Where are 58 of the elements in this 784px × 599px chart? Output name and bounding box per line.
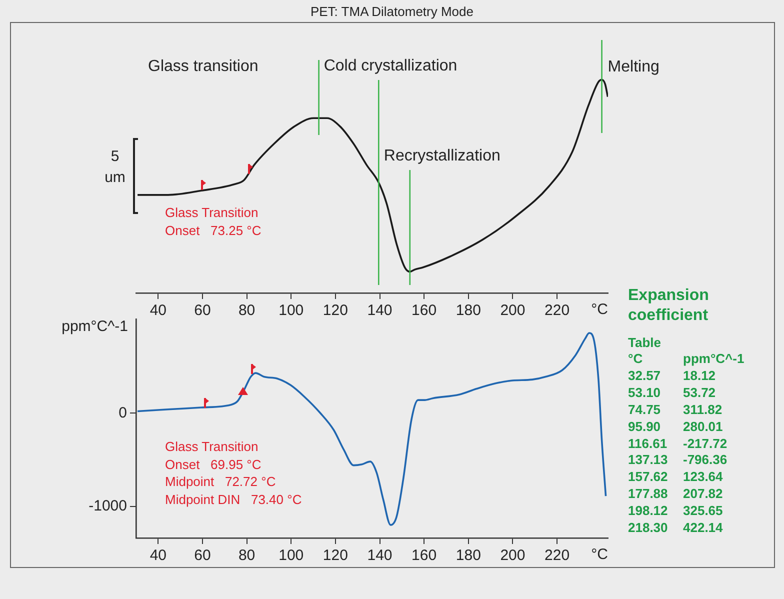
text: Expansion coefficient — [628, 286, 710, 326]
data-label: 422.14 — [683, 520, 724, 537]
x-tick-label: 140 — [367, 547, 392, 564]
x-tick-label: 140 — [367, 302, 392, 320]
text: ppm°C^-1 — [683, 351, 746, 368]
x-tick-label: 100 — [278, 302, 304, 320]
data-label: 53.72 — [683, 384, 717, 402]
data-label: 325.65 — [683, 503, 724, 520]
x-tick-label: 220 — [544, 302, 570, 320]
data-label: -796.36 — [683, 452, 728, 470]
x-axis-title: °C — [591, 546, 608, 564]
text: Glass transition — [148, 57, 258, 77]
line-series — [136, 332, 607, 526]
ref-line-label: Melting — [608, 58, 660, 76]
x-tick-label: 180 — [456, 302, 481, 320]
category-label: 53.10 — [628, 384, 662, 402]
data-label: 123.64 — [683, 469, 724, 486]
y-axis-title: 5 um — [104, 147, 126, 188]
y-axis-title: ppm°C^-1 — [62, 318, 128, 336]
x-tick-label: 40 — [150, 302, 167, 320]
data-label: 18.12 — [683, 368, 717, 385]
annotation: Glass Transition Onset 69.95 °C Midpoint 72.72 °C Midpoint DIN 73.40 °C — [165, 438, 302, 508]
category-label: 137.13 — [628, 452, 669, 470]
y-tick-label: 0 — [118, 404, 127, 422]
text: °C — [628, 351, 644, 368]
text: Table — [628, 334, 662, 351]
category-label: 95.90 — [628, 418, 662, 436]
x-tick-label: 180 — [456, 547, 481, 564]
y-tick-label: -1000 — [88, 497, 127, 514]
category-label: 74.75 — [628, 402, 662, 419]
x-tick-label: 200 — [500, 302, 526, 320]
x-tick-label: 120 — [322, 302, 348, 320]
x-tick-label: 80 — [238, 302, 256, 320]
data-label: 311.82 — [683, 402, 724, 419]
chart-title: PET: TMA Dilatometry Mode — [309, 4, 475, 19]
category-label: 157.62 — [628, 469, 669, 486]
x-tick-label: 40 — [150, 547, 167, 564]
data-label: -217.72 — [683, 436, 728, 452]
x-tick-label: 80 — [238, 547, 256, 564]
x-axis-title: °C — [591, 301, 608, 318]
x-tick-label: 220 — [544, 547, 570, 564]
category-label: 177.88 — [628, 486, 669, 504]
data-label: 280.01 — [683, 418, 724, 436]
x-tick-label: 200 — [500, 547, 526, 564]
category-label: 116.61 — [628, 436, 668, 452]
x-tick-label: 120 — [322, 547, 348, 564]
x-tick-label: 100 — [278, 547, 304, 564]
annotation: Glass Transition Onset 73.25 °C — [165, 204, 262, 239]
category-label: 32.57 — [628, 368, 662, 385]
ref-line-label: Recrystallization — [384, 147, 500, 164]
x-tick-label: 160 — [412, 302, 437, 320]
x-tick-label: 160 — [412, 547, 437, 564]
data-label: 207.82 — [683, 486, 724, 504]
x-tick-label: 60 — [194, 302, 211, 320]
ref-line-label: Cold crystallization — [324, 57, 458, 74]
category-label: 198.12 — [628, 503, 669, 520]
category-label: 218.30 — [628, 520, 669, 537]
x-tick-label: 60 — [194, 547, 211, 564]
